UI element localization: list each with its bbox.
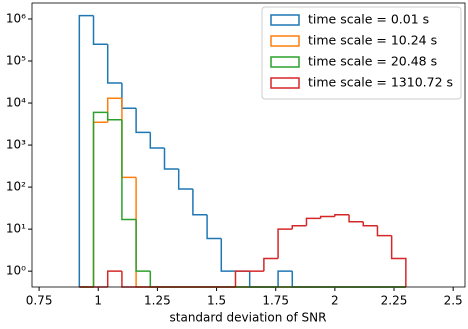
plot-frame <box>31 2 466 288</box>
histogram-step <box>362 221 378 227</box>
y-tick-label: 10³ <box>6 138 26 152</box>
histogram-step <box>220 238 236 272</box>
histogram-step <box>106 112 122 121</box>
x-tick-label: 1 <box>94 294 102 308</box>
x-tick-label: 2.5 <box>444 294 463 308</box>
histogram-step <box>305 217 321 226</box>
histogram-step <box>106 97 122 123</box>
histogram-step <box>121 119 137 221</box>
histogram-step <box>390 235 407 287</box>
histogram-step <box>135 108 151 134</box>
legend-swatch <box>270 77 300 89</box>
histogram-step <box>206 214 222 240</box>
legend-swatch <box>270 35 300 47</box>
histogram-step <box>277 270 293 287</box>
x-tick-label: 2 <box>331 294 339 308</box>
histogram-step <box>149 132 165 149</box>
legend: time scale = 0.01 s time scale = 10.24 s t… <box>261 6 462 100</box>
y-tick-label: 10¹ <box>6 222 26 236</box>
histogram-step <box>291 271 307 288</box>
y-tick-label: 10² <box>6 180 26 194</box>
histogram-step <box>291 225 307 230</box>
y-tick-label: 10⁶ <box>6 11 26 25</box>
histogram-step <box>248 271 264 288</box>
y-tick-label: 10⁴ <box>6 96 26 110</box>
legend-swatch <box>270 56 300 68</box>
histogram-step <box>192 189 208 216</box>
histogram-step <box>78 14 94 287</box>
legend-label: time scale = 10.24 s <box>308 33 437 48</box>
histogram-step <box>149 271 165 288</box>
y-tick-label: 10⁵ <box>6 54 26 68</box>
histogram-step <box>163 148 179 170</box>
x-tick-label: 1.25 <box>144 294 171 308</box>
histogram-step <box>334 213 350 217</box>
legend-swatch <box>270 14 300 26</box>
legend-label: time scale = 0.01 s <box>308 12 429 27</box>
histogram-step <box>92 15 108 46</box>
histogram-step <box>263 257 279 272</box>
histogram-step <box>121 98 137 179</box>
histogram-step <box>106 270 122 287</box>
histogram-step <box>135 219 151 272</box>
y-tick-label: 10⁰ <box>6 264 26 278</box>
histogram-step <box>234 270 250 287</box>
legend-box <box>261 6 462 100</box>
histogram-step <box>92 111 108 287</box>
x-axis-label: standard deviation of SNR <box>170 311 327 325</box>
x-tick-label: 2.25 <box>381 294 408 308</box>
x-tick-label: 0.75 <box>26 294 53 308</box>
x-tick-label: 1.5 <box>207 294 226 308</box>
legend-label: time scale = 1310.72 s <box>308 75 453 90</box>
histogram-step <box>121 82 137 110</box>
histogram-step <box>106 44 122 84</box>
histogram-step <box>121 271 137 288</box>
histogram-step <box>376 225 392 237</box>
histogram-step <box>348 214 364 223</box>
legend-label: time scale = 20.48 s <box>308 54 437 69</box>
histogram-step <box>177 168 193 190</box>
histogram-step <box>319 215 335 219</box>
histogram-step <box>92 121 108 287</box>
histogram-step <box>277 228 293 259</box>
x-tick-label: 1.75 <box>262 294 289 308</box>
